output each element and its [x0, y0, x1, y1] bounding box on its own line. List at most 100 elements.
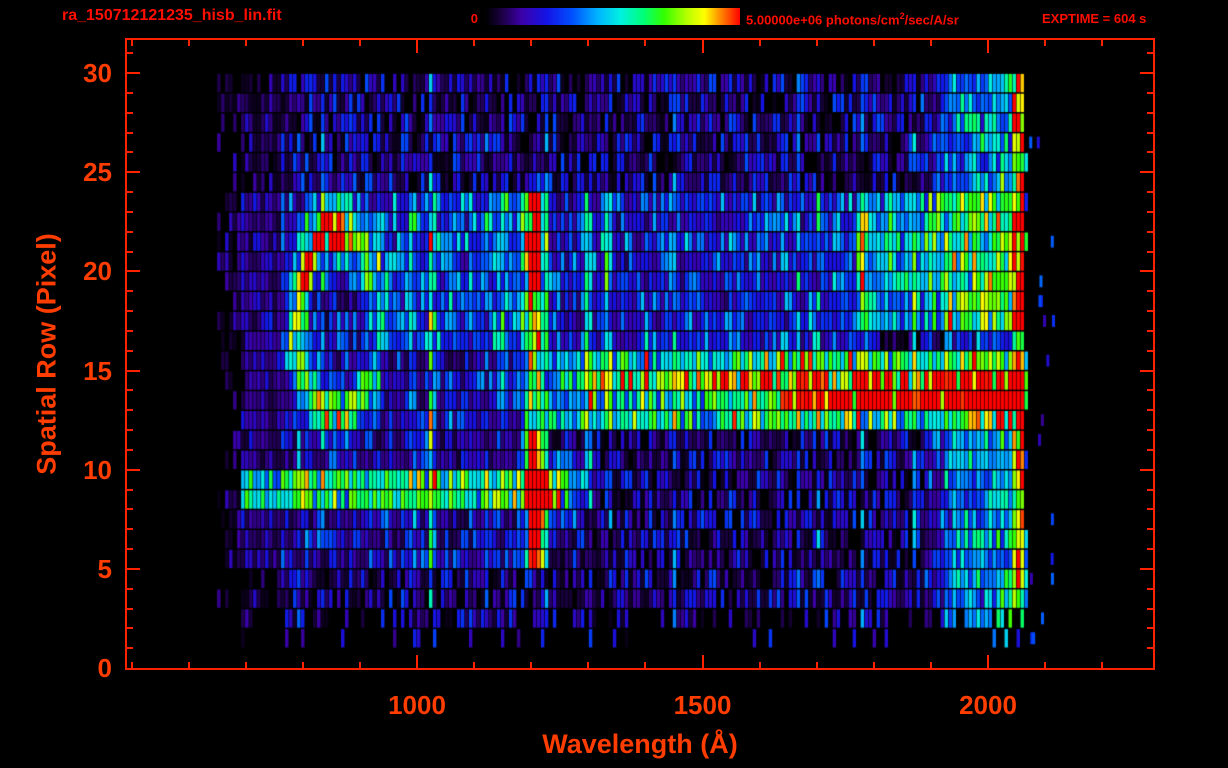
axis-tick: [701, 40, 704, 53]
y-tick-label: 15: [83, 355, 112, 386]
axis-tick: [1147, 230, 1153, 233]
axis-tick: [1140, 468, 1153, 471]
axis-tick: [127, 131, 133, 134]
axis-tick: [1147, 52, 1153, 55]
axis-tick: [127, 151, 133, 154]
axis-tick: [127, 389, 133, 392]
axis-tick: [473, 40, 476, 46]
y-tick-label: 5: [97, 553, 112, 584]
axis-tick: [127, 488, 133, 491]
axis-tick: [1147, 528, 1153, 531]
axis-tick: [872, 40, 875, 46]
axis-tick: [187, 40, 190, 46]
axis-tick: [358, 662, 361, 668]
axis-tick: [127, 111, 133, 114]
axis-tick: [416, 40, 418, 53]
axis-tick: [1147, 250, 1153, 253]
axis-tick: [127, 548, 133, 551]
axis-tick: [1140, 567, 1153, 570]
axis-tick: [187, 662, 190, 668]
y-tick-label: 0: [97, 653, 112, 683]
axis-tick: [1101, 662, 1104, 668]
axis-tick: [1147, 329, 1153, 332]
axis-tick: [1147, 448, 1153, 451]
axis-tick: [127, 587, 133, 590]
y-axis-title: Spatial Row (Pixel): [31, 233, 62, 475]
axis-tick: [127, 627, 133, 630]
axis-tick: [127, 310, 133, 313]
axis-tick: [127, 448, 133, 451]
colorbar-unit-suffix: /sec/A/sr: [904, 12, 959, 28]
axis-tick: [127, 607, 133, 610]
exptime-label: EXPTIME = 604 s: [1042, 11, 1147, 26]
axis-tick: [1147, 389, 1153, 392]
colorbar-unit-exponent: 2: [899, 11, 905, 21]
axis-tick: [1140, 369, 1153, 372]
axis-tick: [1044, 662, 1047, 668]
axis-tick: [301, 40, 304, 46]
axis-tick: [127, 230, 133, 233]
filename-label: ra_150712121235_hisb_lin.fit: [62, 7, 282, 24]
axis-tick: [701, 655, 704, 668]
axis-tick: [127, 409, 133, 412]
axis-tick: [127, 369, 140, 372]
axis-tick: [127, 91, 133, 94]
axis-tick: [1147, 508, 1153, 511]
axis-tick: [1140, 72, 1153, 75]
axis-tick: [1147, 607, 1153, 610]
axis-tick: [1147, 548, 1153, 551]
axis-tick: [127, 210, 133, 213]
axis-tick: [1101, 40, 1104, 46]
axis-tick: [815, 40, 818, 46]
axis-tick: [127, 349, 133, 352]
axis-tick: [929, 40, 932, 46]
axis-tick: [1140, 171, 1153, 174]
axis-tick: [301, 662, 304, 668]
axis-tick: [244, 40, 247, 46]
colorbar-gradient: [486, 8, 740, 25]
axis-tick: [127, 468, 140, 471]
axis-tick: [127, 567, 140, 570]
axis-tick: [244, 662, 247, 668]
axis-tick: [1147, 587, 1153, 590]
axis-tick: [1147, 111, 1153, 114]
axis-tick: [127, 171, 140, 174]
axis-tick: [530, 40, 533, 46]
x-tick-label: 2000: [959, 690, 1017, 720]
axis-tick: [987, 655, 989, 668]
plot-frame: [125, 38, 1155, 670]
axis-tick: [127, 429, 133, 432]
axis-tick: [587, 40, 590, 46]
axis-tick: [872, 662, 875, 668]
axis-tick: [127, 528, 133, 531]
axis-tick: [127, 52, 133, 55]
x-tick-label: 1500: [673, 690, 732, 720]
axis-tick: [1147, 91, 1153, 94]
axis-tick: [1044, 40, 1047, 46]
axis-tick: [127, 290, 133, 293]
axis-tick: [758, 40, 761, 46]
axis-tick: [127, 250, 133, 253]
axis-tick: [530, 662, 533, 668]
y-tick-label: 30: [83, 58, 112, 89]
axis-tick: [1147, 429, 1153, 432]
axis-tick: [127, 270, 140, 273]
axis-tick: [758, 662, 761, 668]
axis-tick: [644, 40, 647, 46]
x-tick-label: 1000: [388, 690, 446, 720]
axis-tick: [473, 662, 476, 668]
axis-tick: [127, 191, 133, 194]
axis-tick: [130, 40, 133, 46]
x-axis-title: Wavelength (Å): [542, 729, 738, 759]
colorbar-min-label: 0: [470, 11, 478, 26]
axis-tick: [127, 508, 133, 511]
axis-tick: [1147, 310, 1153, 313]
axis-tick: [127, 72, 140, 75]
y-tick-label: 25: [83, 157, 112, 188]
axis-tick: [1147, 290, 1153, 293]
axis-tick: [1147, 647, 1153, 650]
axis-tick: [1147, 409, 1153, 412]
spectral-heatmap-image: [127, 40, 1153, 668]
y-tick-label: 10: [83, 454, 112, 485]
